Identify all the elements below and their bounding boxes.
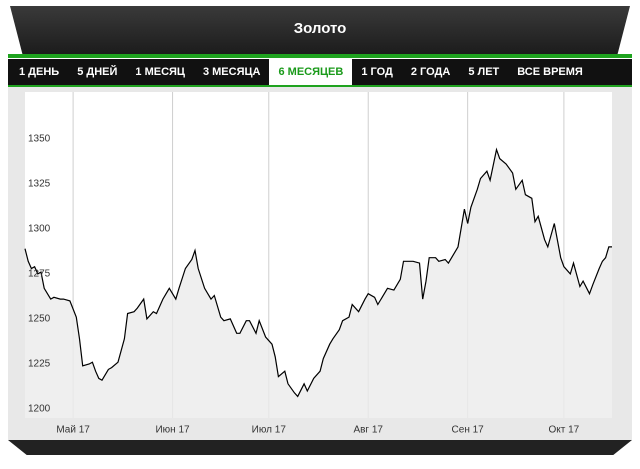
y-tick-label: 1250 <box>28 314 51 325</box>
line <box>24 147 612 398</box>
tab[interactable]: 3 МЕСЯЦА <box>202 66 261 78</box>
x-tick-label: Май 17 <box>56 425 90 436</box>
tab[interactable]: 2 ГОДА <box>410 66 451 78</box>
y-tick-label: 1275 <box>28 269 51 280</box>
tab[interactable]: 1 МЕСЯЦ <box>135 66 185 78</box>
tab[interactable]: 1 ДЕНЬ <box>19 66 60 78</box>
tab[interactable]: 1 ГОД <box>361 66 393 78</box>
tab[interactable]: 5 ДНЕЙ <box>77 66 118 78</box>
y-tick-label: 1325 <box>28 178 51 189</box>
title: Золото <box>293 20 347 37</box>
area <box>25 149 612 418</box>
x-tick-label: Июл 17 <box>252 425 287 436</box>
x-tick-label: Сен 17 <box>452 425 485 436</box>
x-tick-label: Июн 17 <box>155 425 190 436</box>
accent-line <box>8 85 632 87</box>
tab-bar: 1 ДЕНЬ 5 ДНЕЙ 1 МЕСЯЦ 3 МЕСЯЦА 6 МЕСЯЦЕВ 1 ГО… <box>8 59 632 85</box>
header-bar <box>10 6 630 54</box>
tab[interactable]: 6 МЕСЯЦЕВ <box>269 59 353 85</box>
y-tick-label: 1200 <box>28 404 51 415</box>
x-tick-label: Авг 17 <box>353 425 383 436</box>
y-tick-label: 1225 <box>28 359 51 370</box>
footer-bar <box>8 440 632 455</box>
accent-line <box>8 54 632 58</box>
y-tick-label: 1300 <box>28 224 51 235</box>
x-tick-label: Окт 17 <box>549 425 580 436</box>
y-tick-label: 1350 <box>28 133 51 144</box>
tab[interactable]: 5 ЛЕТ <box>468 66 500 78</box>
tab[interactable]: ВСЕ ВРЕМЯ <box>517 66 583 78</box>
